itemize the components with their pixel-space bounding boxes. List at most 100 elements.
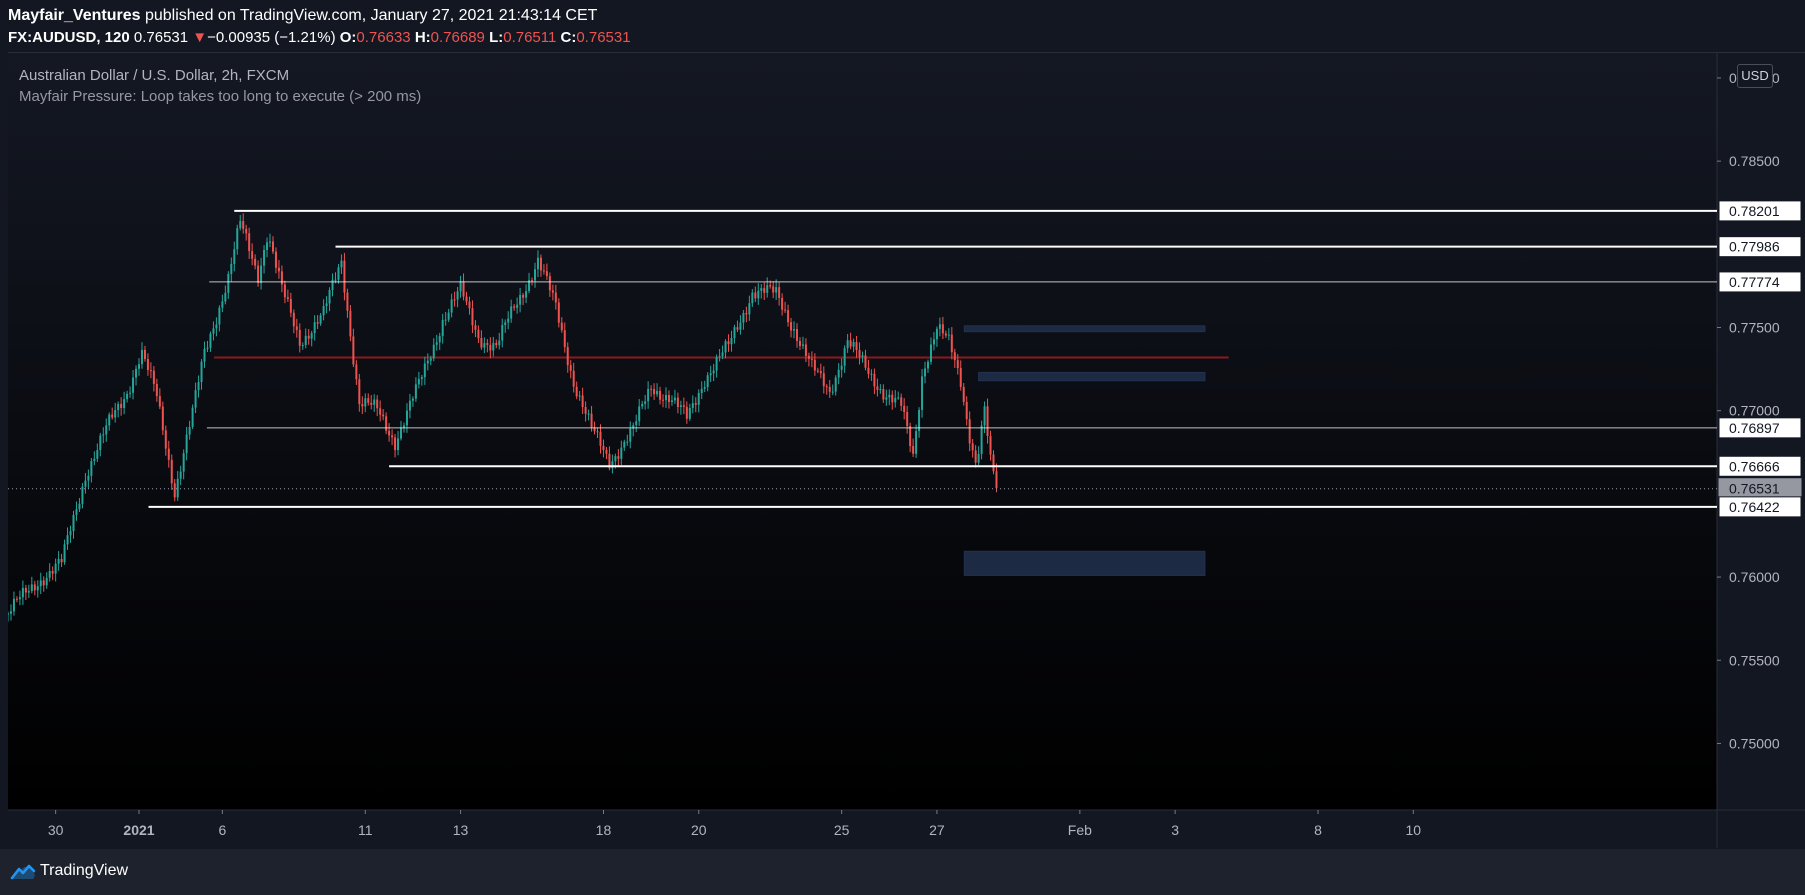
candle-up — [507, 318, 510, 323]
candle-up — [932, 339, 935, 345]
candle-up — [411, 398, 414, 401]
candle-up — [510, 306, 513, 319]
candle-up — [397, 438, 400, 451]
candle-up — [260, 265, 263, 284]
candle-down — [572, 370, 575, 387]
price-tag-label: 0.78201 — [1729, 203, 1780, 219]
candle-down — [486, 343, 489, 345]
candle-up — [742, 313, 745, 323]
x-tick-label: 11 — [358, 822, 373, 838]
candle-up — [885, 397, 888, 400]
candle-down — [659, 390, 662, 400]
candle-up — [670, 400, 673, 402]
candle-up — [221, 301, 224, 308]
candle-down — [489, 344, 492, 351]
high-label: H: — [414, 29, 431, 46]
candle-up — [48, 570, 51, 578]
candle-up — [402, 425, 405, 428]
candle-down — [900, 397, 903, 406]
candle-down — [685, 406, 688, 419]
candle-down — [971, 443, 974, 451]
y-tick-label: 0.75000 — [1729, 735, 1780, 751]
price-tag-label: 0.76422 — [1729, 499, 1780, 515]
price-tag-bg — [1718, 455, 1802, 477]
candle-up — [626, 441, 629, 443]
candle-down — [602, 445, 605, 451]
candle-down — [352, 336, 355, 365]
candle-up — [921, 376, 924, 410]
tradingview-logo[interactable]: TradingView — [10, 862, 128, 880]
candle-up — [45, 577, 48, 586]
candle-down — [51, 570, 54, 574]
candle-down — [769, 285, 772, 287]
candle-down — [376, 399, 379, 409]
price-chart[interactable]: 0.790000.785000.775000.770000.760000.755… — [8, 53, 1805, 848]
author-name[interactable]: Mayfair_Ventures — [8, 7, 141, 24]
price-tag-label: 0.76897 — [1729, 420, 1780, 436]
candle-up — [837, 369, 840, 378]
candle-down — [828, 386, 831, 392]
candle-down — [566, 347, 569, 366]
candle-down — [298, 329, 301, 346]
candle-down — [379, 408, 382, 415]
candle-up — [27, 591, 30, 593]
candle-down — [307, 335, 310, 339]
candle-up — [182, 453, 185, 472]
candle-up — [269, 241, 272, 243]
candle-up — [21, 587, 24, 598]
candle-down — [143, 349, 146, 359]
x-tick-label: 25 — [834, 822, 850, 838]
candle-up — [843, 348, 846, 366]
candle-up — [66, 535, 69, 545]
x-tick-label: 18 — [596, 822, 612, 838]
candle-up — [432, 344, 435, 359]
candle-down — [474, 325, 477, 330]
candle-up — [423, 363, 426, 378]
symbol-label[interactable]: FX:AUDUSD, 120 — [8, 29, 130, 46]
tradingview-cloud-icon — [10, 864, 36, 880]
candle-down — [676, 397, 679, 407]
price-tag-label: 0.76666 — [1729, 458, 1780, 474]
candle-up — [929, 344, 932, 362]
candle-up — [504, 322, 507, 326]
price-tag-bg — [1718, 496, 1802, 518]
candle-up — [123, 399, 126, 408]
low-label: L: — [489, 29, 504, 46]
candle-up — [102, 434, 105, 436]
candle-down — [522, 294, 525, 298]
candle-up — [709, 373, 712, 376]
candle-down — [152, 370, 155, 384]
candle-down — [257, 265, 260, 284]
candle-down — [727, 341, 730, 345]
currency-button[interactable]: USD — [1737, 64, 1773, 88]
candle-down — [370, 402, 373, 405]
candle-up — [578, 395, 581, 397]
candle-down — [251, 251, 254, 259]
candle-up — [924, 368, 927, 377]
candle-down — [682, 405, 685, 407]
candle-up — [90, 461, 93, 476]
x-tick-label: 2021 — [123, 822, 154, 838]
candle-up — [691, 403, 694, 408]
candle-down — [965, 401, 968, 420]
candle-up — [405, 410, 408, 426]
candle-down — [271, 241, 274, 252]
indicator-legend[interactable]: Mayfair Pressure: Loop takes too long to… — [19, 88, 422, 105]
candle-down — [394, 437, 397, 451]
candle-up — [498, 340, 501, 346]
candle-up — [688, 407, 691, 419]
candle-down — [787, 310, 790, 323]
candle-down — [781, 297, 784, 310]
candle-up — [129, 392, 132, 394]
candle-down — [581, 395, 584, 408]
candle-down — [873, 373, 876, 387]
candle-down — [254, 258, 257, 266]
candle-up — [525, 291, 528, 298]
series-legend[interactable]: Australian Dollar / U.S. Dollar, 2h, FXC… — [19, 67, 290, 84]
candle-up — [426, 360, 429, 364]
candle-down — [111, 414, 114, 418]
candle-up — [319, 315, 322, 324]
candle-up — [408, 400, 411, 411]
candle-down — [155, 383, 158, 397]
candle-up — [179, 471, 182, 479]
